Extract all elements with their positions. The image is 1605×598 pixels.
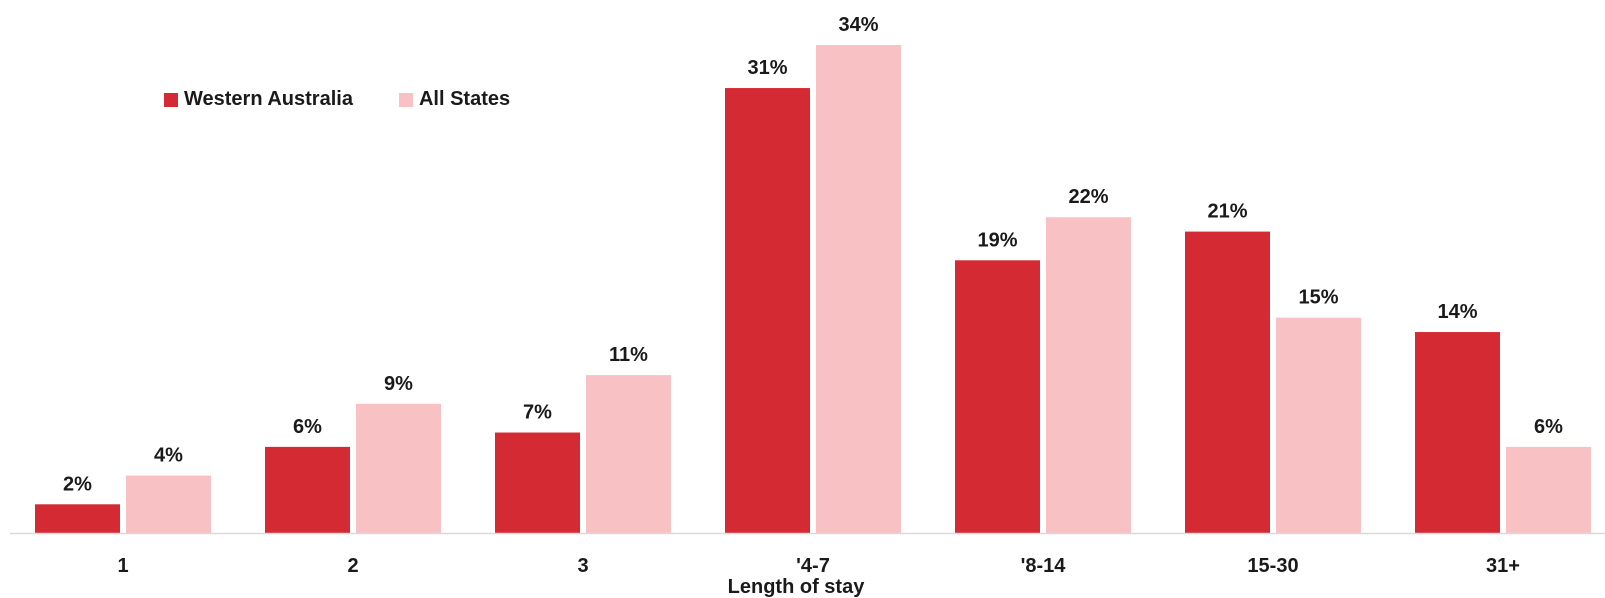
x-axis-title: Length of stay	[728, 576, 866, 598]
value-label-all-states-2: 11%	[609, 344, 648, 366]
x-tick-label-2: 3	[577, 555, 588, 577]
bars-group	[35, 45, 1591, 533]
value-label-western-australia-4: 19%	[977, 229, 1017, 251]
x-tick-label-1: 2	[347, 555, 358, 577]
bar-western-australia-5	[1185, 231, 1270, 533]
value-label-western-australia-6: 14%	[1437, 301, 1477, 323]
value-label-western-australia-5: 21%	[1207, 201, 1247, 223]
value-label-western-australia-2: 7%	[523, 402, 552, 424]
value-label-all-states-5: 15%	[1298, 287, 1338, 309]
value-label-all-states-3: 34%	[838, 14, 878, 36]
x-tick-labels-group: 1 2 3 '4-7 '8-14 15-30 31+	[117, 555, 1520, 577]
bar-all-states-4	[1046, 217, 1131, 533]
legend-item-all-states: All States	[398, 88, 511, 111]
bar-western-australia-3	[725, 88, 810, 533]
value-label-all-states-4: 22%	[1068, 186, 1108, 208]
bar-western-australia-0	[35, 504, 120, 533]
legend-item-western-australia: Western Australia	[164, 88, 353, 111]
x-tick-label-6: 31+	[1486, 555, 1520, 577]
x-tick-label-5: 15-30	[1247, 555, 1298, 577]
legend-label-western-australia: Western Australia	[184, 88, 353, 110]
value-label-all-states-0: 4%	[154, 445, 183, 467]
value-labels-group: 2% 4% 6% 9% 7% 11% 31% 34% 19% 22% 21% 15% 14% 6%	[63, 14, 1563, 495]
bar-all-states-0	[126, 475, 211, 533]
legend-swatch-western-australia	[164, 92, 178, 107]
x-tick-label-4: '8-14	[1021, 555, 1067, 577]
legend: Western Australia All States	[164, 88, 556, 111]
x-tick-label-3: '4-7	[796, 555, 830, 577]
bar-western-australia-6	[1415, 332, 1500, 533]
bar-western-australia-2	[495, 432, 580, 533]
bar-all-states-2	[586, 375, 671, 533]
legend-swatch-all-states	[398, 92, 413, 107]
bar-western-australia-4	[955, 260, 1040, 533]
value-label-western-australia-3: 31%	[747, 57, 787, 79]
value-label-all-states-1: 9%	[384, 373, 413, 395]
bar-all-states-3	[816, 45, 901, 533]
bar-all-states-6	[1506, 446, 1591, 533]
bar-all-states-5	[1276, 317, 1361, 533]
value-label-western-australia-1: 6%	[293, 416, 322, 438]
value-label-all-states-6: 6%	[1534, 416, 1563, 438]
bar-western-australia-1	[265, 446, 350, 533]
value-label-western-australia-0: 2%	[63, 473, 92, 495]
legend-label-all-states: All States	[418, 88, 511, 110]
x-tick-label-0: 1	[117, 555, 128, 577]
bar-all-states-1	[356, 403, 441, 533]
